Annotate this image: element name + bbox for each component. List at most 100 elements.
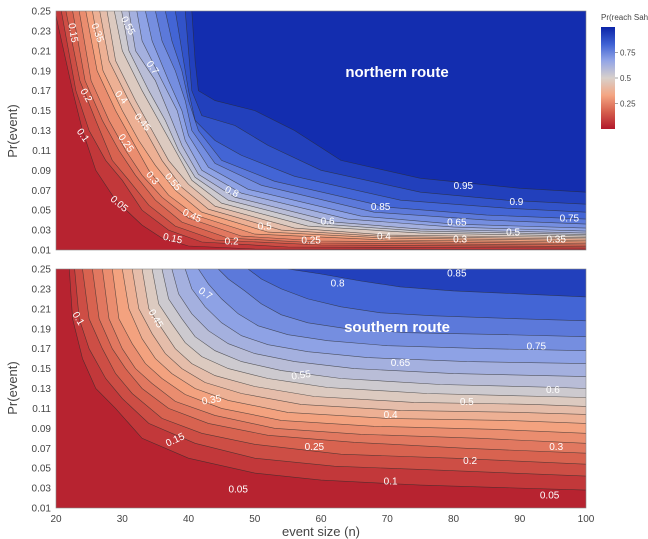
northern-contour-lines: [56, 11, 586, 250]
colorbar-tick-label: 0.75: [620, 49, 636, 58]
top-contour-label: 0.2: [225, 237, 239, 248]
southern-y-tick-labels: 0.25 0.23 0.21 0.19 0.17 0.15 0.13 0.11 0.09 0.07…: [32, 265, 52, 515]
colorbar-tick-label: 0.25: [620, 100, 636, 109]
bottom-contour-line-0.6: [171, 269, 586, 377]
northern-route-label: northern route: [345, 64, 448, 81]
top-y-tick-label: 0.17: [32, 86, 52, 97]
bottom-contour-line-0.3: [112, 269, 586, 434]
bottom-band-0.85: [287, 269, 586, 297]
top-y-tick-label: 0.09: [32, 166, 52, 177]
top-contour-label: 0.35: [546, 235, 566, 246]
top-y-tick-label: 0.05: [32, 206, 52, 217]
bottom-x-tick-label: 100: [578, 514, 595, 525]
top-y-tick-label: 0.25: [32, 7, 52, 18]
top-contour-label: 0.95: [454, 181, 474, 192]
top-y-tick-label: 0.19: [32, 66, 52, 77]
northern-contour-labels: 0.15 0.35 0.550.70.2 0.40.450.1 0.250.3 0.550…: [65, 15, 579, 248]
bottom-x-tick-label: 50: [249, 514, 261, 525]
top-y-tick-label: 0.11: [32, 146, 51, 157]
top-contour-line-0.75: [155, 11, 586, 225]
bottom-x-tick-label: 30: [117, 514, 129, 525]
top-contour-line-0.9: [184, 11, 586, 205]
top-contour-label: 0.8: [223, 184, 241, 200]
bottom-contour-line-0.8: [247, 269, 586, 322]
bottom-contour-label: 0.6: [546, 385, 560, 396]
bottom-x-tick-label: 80: [448, 514, 460, 525]
bottom-x-tick-label: 20: [50, 514, 62, 525]
bottom-x-tick-label: 90: [514, 514, 526, 525]
x-axis-title: event size (n): [282, 524, 360, 539]
southern-route-panel: 0.1 0.450.70.80.850.750.650.550.60.35 0.50…: [5, 265, 595, 539]
colorbar: Pr(reach Sahul 0.75 0.5 0.25: [601, 13, 648, 129]
colorbar-tick-labels: 0.75 0.5 0.25: [615, 49, 636, 109]
northern-plot-frame: [55, 10, 587, 251]
bottom-contour-label: 0.65: [391, 358, 411, 369]
top-contour-label: 0.15: [65, 22, 79, 44]
bottom-contour-label: 0.1: [384, 477, 398, 488]
bottom-contour-line-0.15: [82, 269, 586, 465]
northern-y-axis-title: Pr(event): [5, 104, 20, 157]
bottom-x-tick-label: 70: [382, 514, 394, 525]
top-contour-label: 0.5: [506, 228, 520, 239]
colorbar-tick-label: 0.5: [620, 74, 632, 83]
top-contour-line-0.3: [85, 11, 586, 243]
bottom-y-tick-label: 0.15: [32, 364, 52, 375]
top-contour-label: 0.85: [371, 202, 391, 213]
top-y-tick-label: 0.07: [32, 186, 52, 197]
top-contour-line-0.85: [175, 11, 586, 213]
bottom-contour-line-0.7: [198, 269, 586, 351]
bottom-contour-line-0.85: [287, 269, 586, 298]
bottom-contour-line-0.25: [102, 269, 586, 444]
southern-contour-lines: [69, 269, 586, 491]
northern-route-panel: 0.15 0.35 0.550.70.2 0.40.450.1 0.250.3 0.550…: [5, 7, 587, 257]
bottom-contour-label: 0.05: [228, 485, 248, 496]
bottom-contour-label: 0.35: [201, 393, 223, 407]
bottom-contour-line-0.45: [141, 269, 586, 407]
top-contour-line-0.95: [191, 11, 586, 193]
northern-y-tick-labels: 0.25 0.23 0.21 0.19 0.17 0.15 0.13 0.11 0.09 0.07…: [32, 7, 52, 257]
bottom-y-tick-label: 0.21: [32, 304, 52, 315]
southern-y-axis-title: Pr(event): [5, 361, 20, 414]
top-contour-label: 0.9: [509, 197, 523, 208]
bottom-contour-label: 0.2: [463, 456, 477, 467]
bottom-contour-line-0.2: [92, 269, 586, 454]
top-contour-line-0.45: [106, 11, 586, 238]
colorbar-gradient: [601, 27, 615, 129]
bottom-contour-line-0.1: [74, 269, 586, 477]
top-contour-line-0.15: [65, 11, 586, 247]
northern-contour-fills: [56, 11, 586, 250]
bottom-contour-line-0.4: [131, 269, 586, 415]
top-contour-line-0.05: [56, 15, 586, 250]
top-contour-label: 0.6: [321, 217, 335, 228]
top-contour-line-0.2: [72, 11, 586, 246]
bottom-contour-line-0.35: [122, 269, 586, 424]
bottom-contour-line-0.5: [151, 269, 586, 398]
top-y-tick-label: 0.01: [32, 246, 52, 257]
top-y-tick-label: 0.13: [32, 126, 52, 137]
bottom-contour-line-0.65: [184, 269, 586, 364]
top-contour-line-0.5: [114, 11, 586, 237]
bottom-y-tick-label: 0.25: [32, 265, 52, 276]
bottom-contour-label: 0.25: [305, 442, 325, 453]
bottom-y-tick-label: 0.01: [32, 504, 52, 515]
bottom-contour-label: 0.75: [527, 341, 547, 352]
bottom-y-tick-label: 0.19: [32, 324, 52, 335]
southern-contour-fills: [56, 269, 586, 508]
bottom-contour-label: 0.5: [460, 397, 474, 408]
bottom-y-tick-label: 0.05: [32, 464, 52, 475]
bottom-contour-label: 0.3: [549, 442, 563, 453]
bottom-contour-label: 0.8: [331, 279, 345, 290]
top-contour-label: 0.15: [162, 232, 184, 247]
top-y-tick-label: 0.23: [32, 26, 52, 37]
bottom-y-tick-label: 0.13: [32, 384, 52, 395]
colorbar-title: Pr(reach Sahul: [601, 13, 648, 22]
bottom-contour-label: 0.05: [540, 491, 560, 502]
top-contour-label: 0.65: [447, 218, 467, 229]
bottom-contour-label: 0.4: [384, 410, 398, 421]
top-contour-line-0.1: [61, 11, 586, 249]
bottom-contour-label: 0.55: [291, 369, 312, 383]
bottom-y-tick-label: 0.07: [32, 444, 52, 455]
southern-route-label: southern route: [344, 319, 450, 336]
top-band-0.95: [191, 11, 586, 193]
